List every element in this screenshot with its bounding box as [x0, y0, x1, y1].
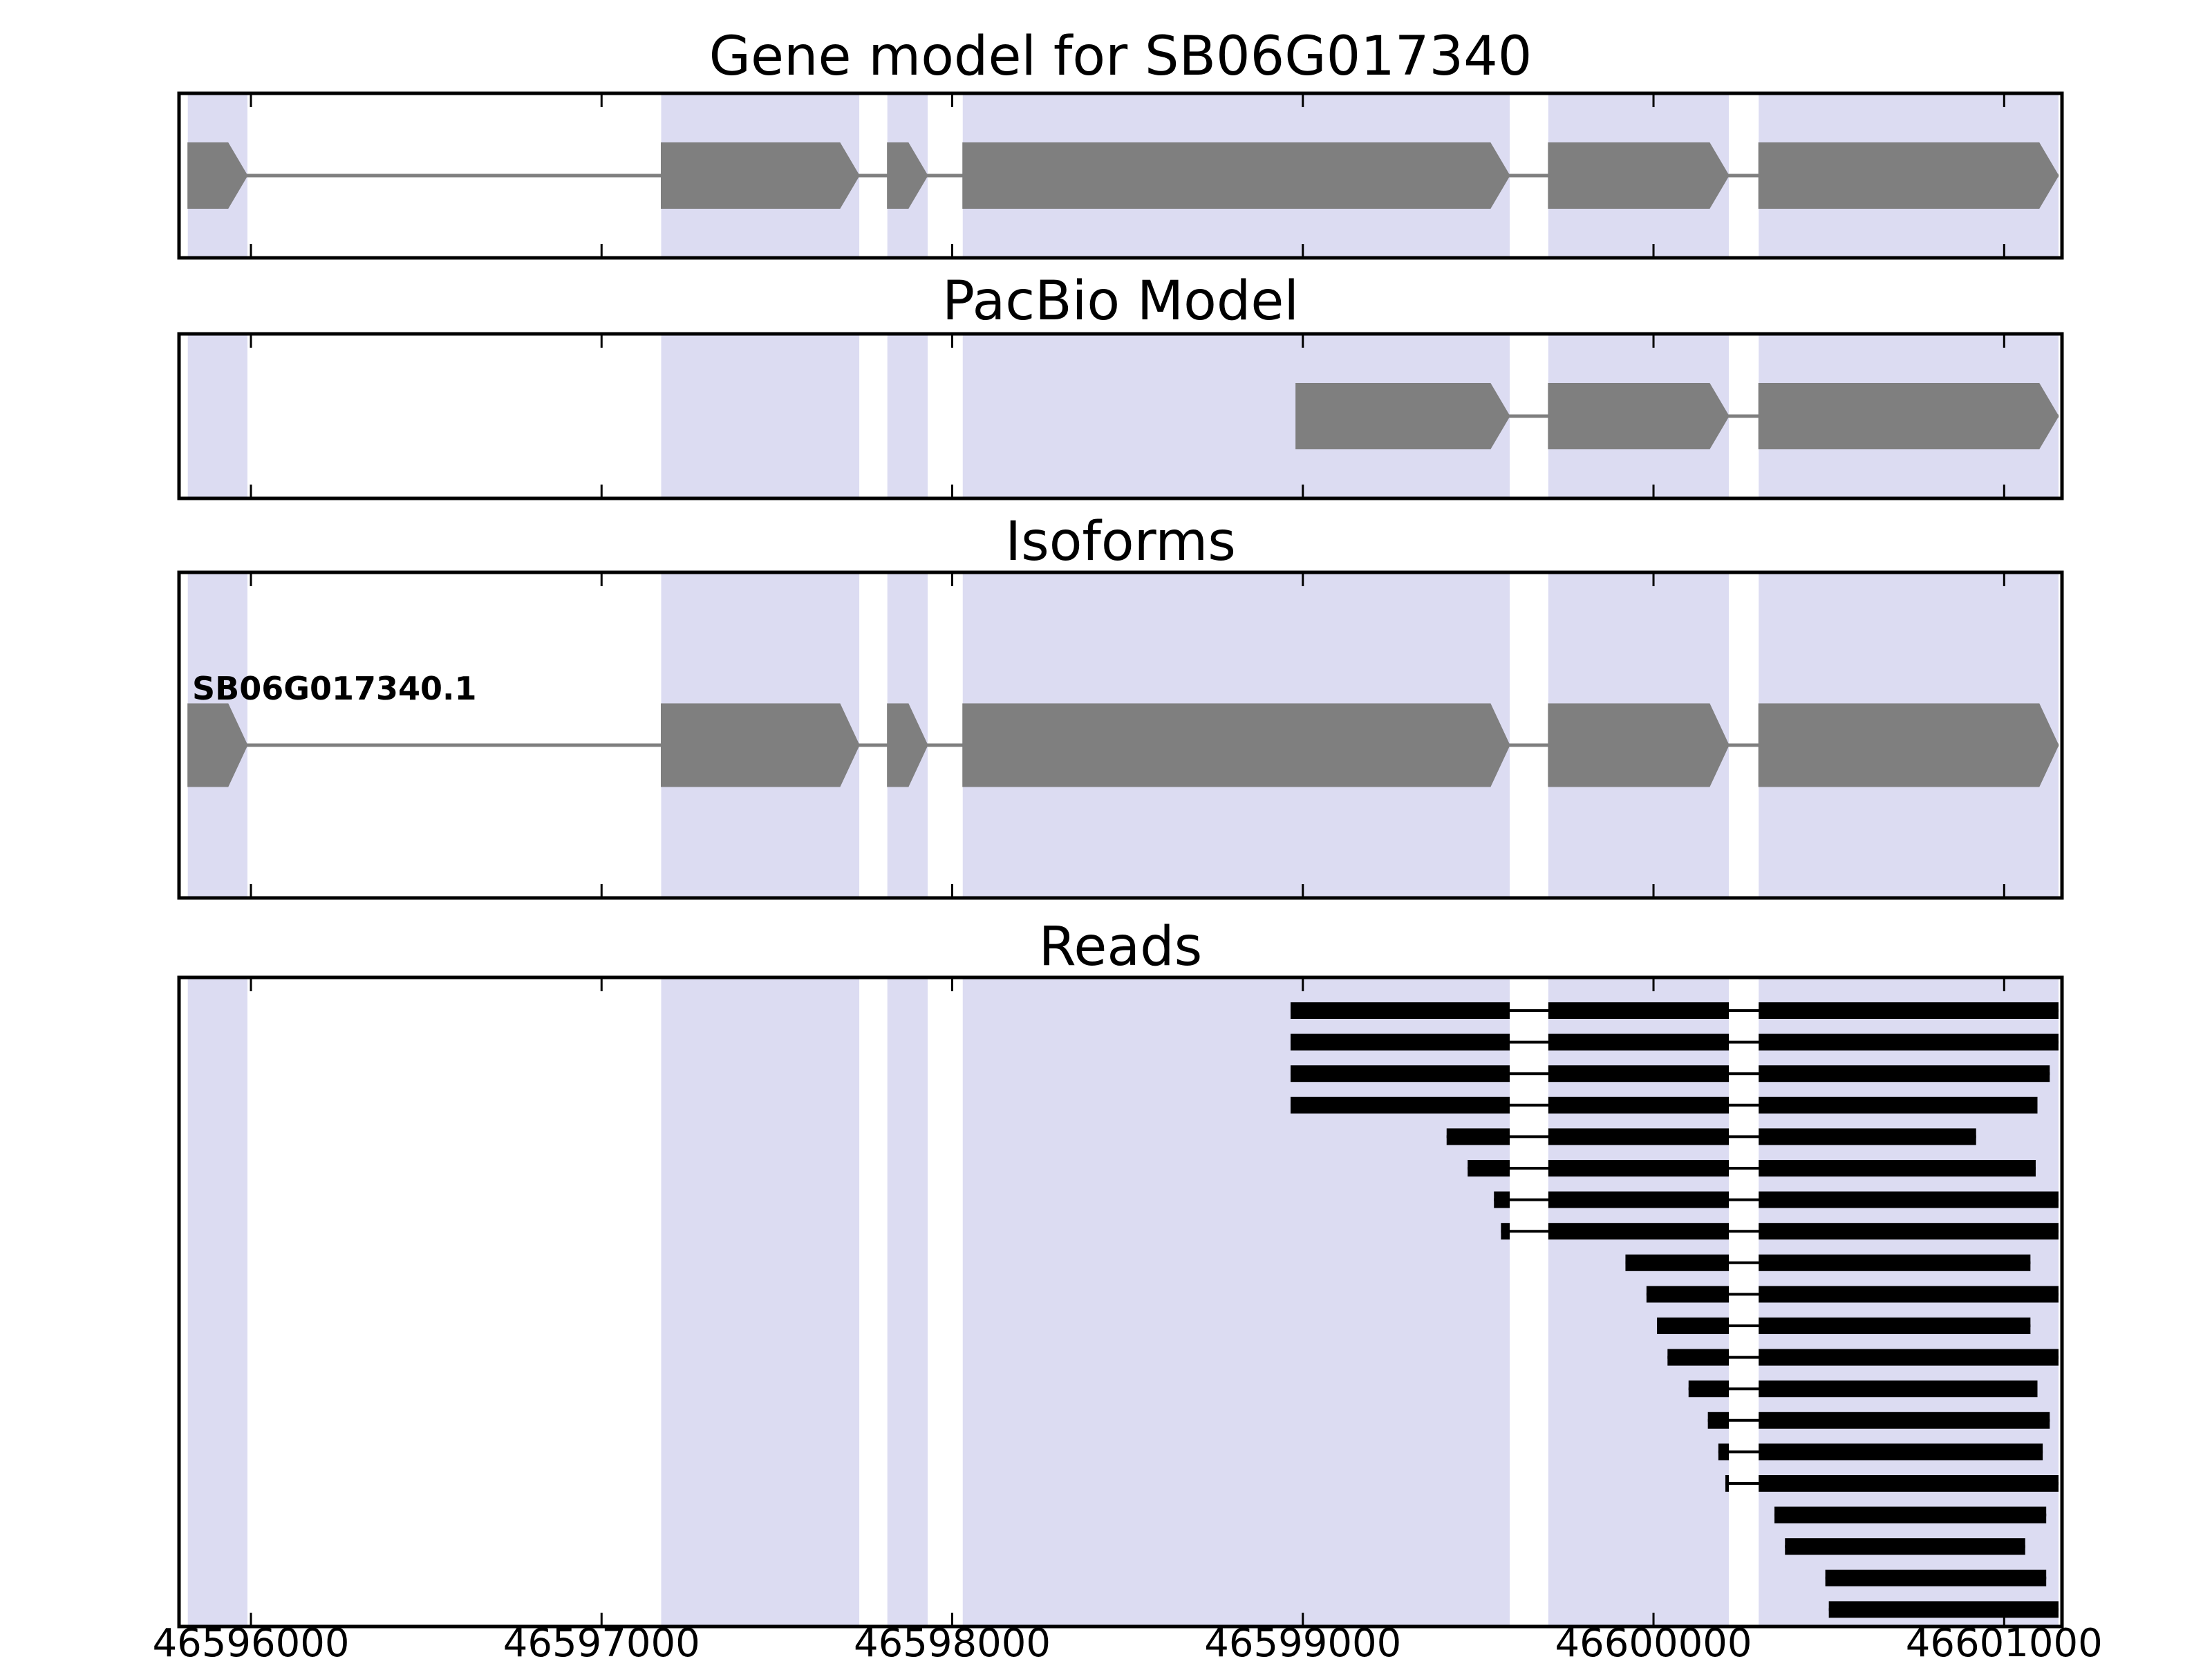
read-bar — [1291, 1033, 1510, 1051]
exon-highlight-band — [962, 977, 1510, 1627]
panel-title-isoforms: Isoforms — [1005, 511, 1236, 573]
read-bar — [1657, 1318, 1730, 1334]
read-bar — [1548, 1128, 1730, 1145]
x-tick-label: 46601000 — [1906, 1621, 2103, 1659]
panel-border — [177, 975, 2064, 1629]
read-bar — [1759, 1191, 2059, 1208]
panel-border — [177, 570, 2064, 900]
read-bar — [1759, 1223, 2059, 1240]
read-bar — [1759, 1128, 1976, 1145]
exon-shape — [887, 703, 928, 787]
exon-highlight-band — [661, 977, 860, 1627]
read-bar — [1759, 1443, 2043, 1461]
isoform-label: SB06G017340.1 — [192, 670, 476, 707]
read-bar — [1291, 1096, 1510, 1114]
x-tick-label: 46600000 — [1555, 1621, 1752, 1659]
read-bar — [1291, 1002, 1510, 1019]
read-bar — [1759, 1254, 2031, 1271]
exon-shape — [1548, 703, 1730, 787]
read-bar — [1625, 1254, 1730, 1271]
exon-shape — [962, 142, 1510, 209]
read-bar — [1446, 1128, 1510, 1145]
read-bar — [1759, 1380, 2038, 1398]
read-bar — [1707, 1412, 1730, 1429]
exon-shape — [187, 703, 248, 787]
exon-shape — [187, 142, 248, 209]
panel-title-gene-model: Gene model for SB06G017340 — [709, 26, 1533, 88]
exon-shape — [1548, 383, 1730, 449]
read-bar — [1759, 1065, 2050, 1082]
plot-render-layer: 46596000 46597000 46598000 46599000 46600000… — [152, 91, 2103, 1659]
exon-highlight-band — [187, 334, 247, 498]
x-tick-label: 46599000 — [1204, 1621, 1401, 1659]
exon-highlight-band — [887, 334, 928, 498]
read-bar — [1825, 1569, 2047, 1586]
read-bar — [1548, 1191, 1730, 1208]
read-bar — [1548, 1002, 1730, 1019]
read-bar — [1725, 1475, 1730, 1492]
panel-border — [177, 332, 2064, 500]
read-bar — [1548, 1065, 1730, 1082]
exon-shape — [1758, 703, 2059, 787]
read-bar — [1501, 1223, 1510, 1240]
read-bar — [1759, 1349, 2059, 1366]
read-bar — [1785, 1538, 2025, 1555]
read-bar — [1759, 1286, 2059, 1303]
read-bar — [1468, 1160, 1510, 1177]
read-bar — [1759, 1412, 2050, 1429]
read-bar — [1759, 1033, 2059, 1051]
exon-highlight-band — [887, 977, 928, 1627]
read-bar — [1759, 1002, 2059, 1019]
exon-shape — [887, 142, 928, 209]
read-bar — [1718, 1443, 1730, 1461]
exon-shape — [1758, 383, 2059, 449]
read-bar — [1759, 1475, 2059, 1492]
exon-shape — [962, 703, 1510, 787]
exon-shape — [660, 703, 860, 787]
read-bar — [1548, 1096, 1730, 1114]
exon-shape — [1548, 142, 1730, 209]
panel-title-reads: Reads — [1039, 916, 1203, 978]
read-bar — [1759, 1318, 2031, 1334]
exon-shape — [660, 142, 860, 209]
read-bar — [1759, 1096, 2038, 1114]
read-bar — [1548, 1160, 1730, 1177]
panel-title-pacbio-model: PacBio Model — [942, 270, 1299, 332]
read-bar — [1494, 1191, 1510, 1208]
exon-highlight-band — [187, 977, 247, 1627]
read-bar — [1548, 1033, 1730, 1051]
read-bar — [1774, 1506, 2047, 1524]
exon-highlight-band — [661, 334, 860, 498]
x-tick-label: 46597000 — [503, 1621, 700, 1659]
read-bar — [1667, 1349, 1730, 1366]
exon-shape — [1295, 383, 1510, 449]
read-bar — [1646, 1286, 1730, 1303]
exon-shape — [1758, 142, 2059, 209]
read-bar — [1688, 1380, 1730, 1398]
panel-border — [177, 91, 2064, 260]
x-tick-label: 46598000 — [854, 1621, 1051, 1659]
read-bar — [1548, 1223, 1730, 1240]
x-tick-label: 46596000 — [152, 1621, 349, 1659]
read-bar — [1828, 1601, 2059, 1618]
read-bar — [1291, 1065, 1510, 1082]
read-bar — [1759, 1160, 2036, 1177]
